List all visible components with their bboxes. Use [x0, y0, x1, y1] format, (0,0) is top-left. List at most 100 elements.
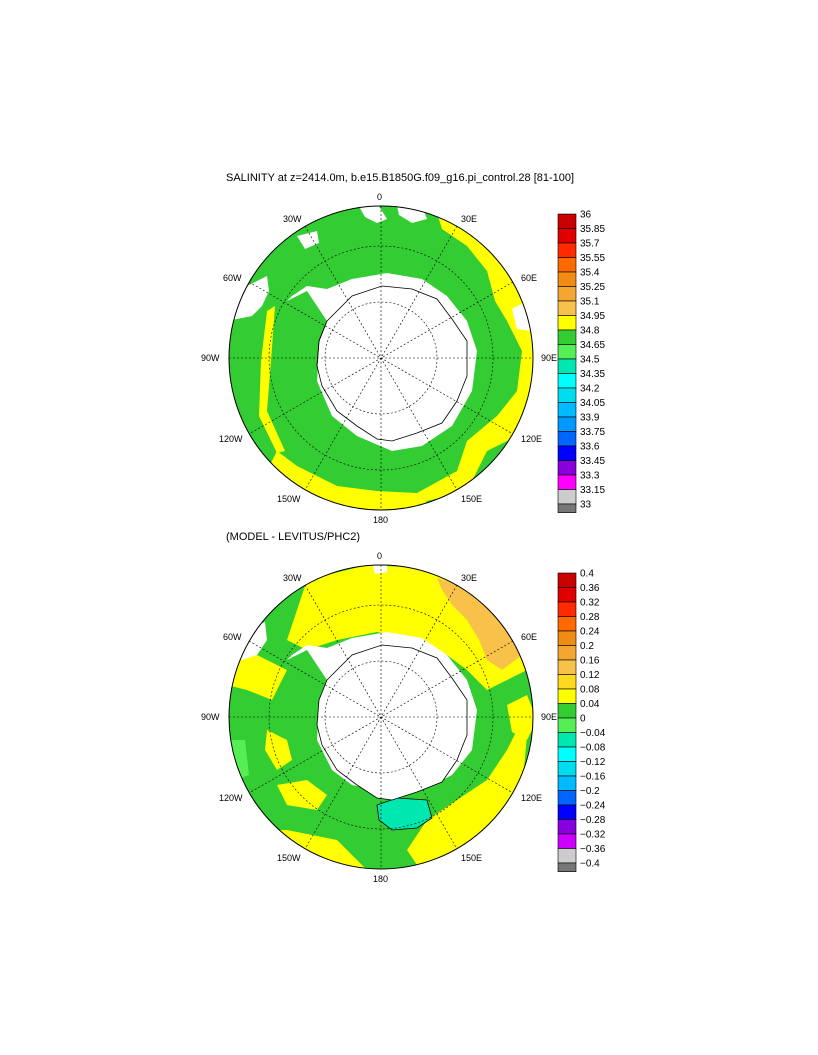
colorbar-tick-label: 35.85 [580, 224, 605, 235]
colorbar-tick-label: 33.3 [580, 471, 600, 482]
colorbar-swatch [557, 213, 577, 229]
colorbar-tick-label: 33.9 [580, 413, 600, 424]
colorbar-swatch [557, 833, 577, 849]
colorbar-swatch [557, 601, 577, 617]
colorbar-tick-label: 0.08 [580, 685, 600, 696]
difference-polar-map: 0 30E 60E 90E 120E 150E 180 150W 120W 90… [201, 551, 557, 884]
map-coast-line [316, 285, 468, 442]
colorbar-swatch [557, 616, 577, 632]
lon-label-120w: 120W [219, 434, 243, 444]
colorbar-tick-label: 33 [580, 500, 592, 511]
colorbar-tick-label: −0.16 [580, 772, 606, 783]
colorbar-tick-label: 35.4 [580, 268, 600, 279]
colorbar-tick-label: 35.25 [580, 282, 605, 293]
colorbar-swatch [557, 659, 577, 675]
colorbar-tick-label: 0.16 [580, 656, 600, 667]
colorbar-swatch [557, 804, 577, 820]
map-region-yellow-sw1 [265, 730, 292, 770]
lon-label-90e: 90E [541, 712, 557, 722]
colorbar-swatch [557, 746, 577, 762]
lon-label-60e: 60E [521, 632, 537, 642]
lon-label-0: 0 [377, 551, 382, 561]
lon-label-150w: 150W [277, 494, 301, 504]
map-region-yellow-se [407, 730, 527, 865]
colorbar-swatch [557, 373, 577, 389]
colorbar-tick-label: −0.2 [580, 786, 600, 797]
colorbar-swatch [557, 257, 577, 273]
difference-colorbar: 0.4 0.36 0.32 0.28 0.24 0.2 0.16 0.12 0.08 0.04 0 −… [557, 569, 606, 872]
colorbar-swatch [557, 674, 577, 690]
colorbar-tick-label: 35.7 [580, 239, 600, 250]
colorbar-tick-label: −0.04 [580, 728, 606, 739]
lon-label-120e: 120E [521, 793, 542, 803]
colorbar-swatch [557, 717, 577, 733]
map-land-west [229, 276, 269, 321]
colorbar-swatch [557, 630, 577, 646]
colorbar-swatch [557, 286, 577, 302]
colorbar-swatch [557, 416, 577, 432]
colorbar-swatch [557, 572, 577, 588]
colorbar-tick-label: 0.28 [580, 612, 600, 623]
colorbar-tick-label: 0.36 [580, 583, 600, 594]
colorbar-swatch [557, 402, 577, 418]
lon-label-180: 180 [373, 874, 388, 884]
colorbar-tick-label: 35.55 [580, 253, 605, 264]
colorbar-tick-label: 33.45 [580, 456, 605, 467]
colorbar-tick-label: 0.12 [580, 670, 600, 681]
colorbar-tick-label: 33.15 [580, 485, 605, 496]
colorbar-tick-label: 34.5 [580, 355, 600, 366]
colorbar-tick-label: 34.8 [580, 326, 600, 337]
lon-label-90w: 90W [201, 712, 220, 722]
map-land-north [372, 565, 387, 574]
colorbar-swatch [557, 819, 577, 835]
map-region-yellow-west [229, 655, 287, 700]
colorbar-swatch [557, 489, 577, 505]
map-graticule [229, 565, 533, 869]
map-region-yellow-east [417, 206, 533, 501]
colorbar-swatch [557, 300, 577, 316]
colorbar-tick-label: 0.24 [580, 627, 600, 638]
lon-label-30w: 30W [283, 214, 302, 224]
lon-label-60w: 60W [223, 632, 242, 642]
colorbar-swatch [557, 503, 577, 513]
difference-title: (MODEL - LEVITUS/PHC2) [226, 531, 361, 543]
colorbar-tick-label: 35.1 [580, 297, 600, 308]
salinity-colorbar: 36 35.85 35.7 35.55 35.4 35.25 35.1 34.95 34.8 34… [557, 210, 605, 513]
lon-label-150e: 150E [461, 853, 482, 863]
colorbar-tick-label: 34.05 [580, 398, 605, 409]
lon-label-30e: 30E [461, 214, 477, 224]
map-graticule [229, 206, 533, 510]
lon-label-90w: 90W [201, 353, 220, 363]
colorbar-swatch [557, 228, 577, 244]
colorbar-swatch [557, 703, 577, 719]
lon-label-30w: 30W [283, 573, 302, 583]
colorbar-tick-label: −0.28 [580, 815, 606, 826]
colorbar-tick-label: 0.32 [580, 598, 600, 609]
lon-label-60w: 60W [223, 273, 242, 283]
colorbar-tick-label: 34.2 [580, 384, 600, 395]
lon-label-30e: 30E [461, 573, 477, 583]
colorbar-swatch [557, 732, 577, 748]
colorbar-swatch [557, 445, 577, 461]
colorbar-tick-label: 0.4 [580, 569, 594, 580]
map-coast-line [316, 644, 468, 801]
colorbar-swatch [557, 688, 577, 704]
colorbar-tick-label: 0.2 [580, 641, 594, 652]
lon-label-150e: 150E [461, 494, 482, 504]
salinity-polar-map: 0 30E 60E 90E 120E 150E 180 150W 120W 90… [201, 192, 557, 525]
colorbar-tick-label: 33.6 [580, 442, 600, 453]
colorbar-swatch [557, 460, 577, 476]
colorbar-tick-label: 34.65 [580, 340, 605, 351]
colorbar-swatch [557, 790, 577, 806]
colorbar-swatch [557, 848, 577, 864]
map-region-orange-ne [437, 578, 522, 670]
lon-label-0: 0 [377, 192, 382, 202]
colorbar-tick-label: 0.04 [580, 699, 600, 710]
colorbar-swatch [557, 474, 577, 490]
colorbar-tick-label: −0.12 [580, 757, 606, 768]
map-region-yellow-sw2 [277, 780, 327, 810]
colorbar-tick-label: 34.95 [580, 311, 605, 322]
colorbar-tick-label: 33.75 [580, 427, 605, 438]
colorbar-swatch [557, 242, 577, 258]
colorbar-swatch [557, 862, 577, 872]
